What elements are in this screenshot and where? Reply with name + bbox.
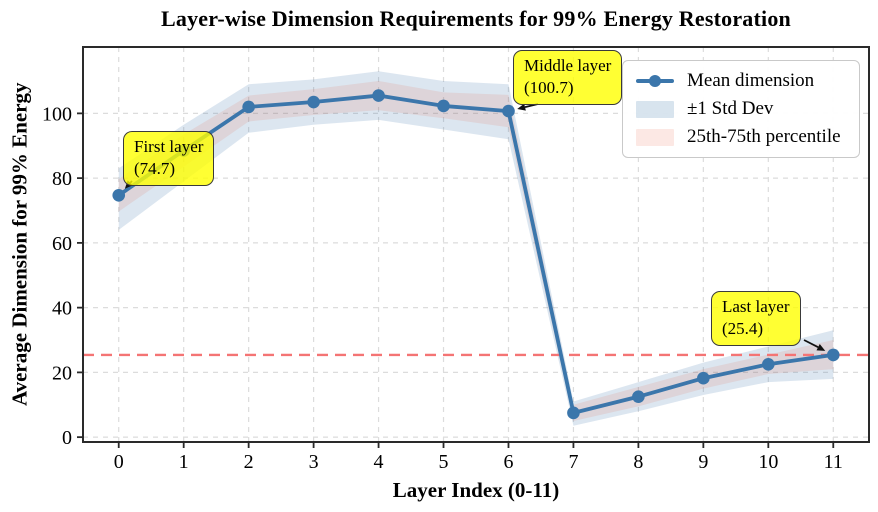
chart-title: Layer-wise Dimension Requirements for 99…: [161, 6, 791, 31]
annotation-value: (74.7): [134, 159, 176, 179]
legend-label: Mean dimension: [687, 70, 815, 91]
svg-text:10: 10: [758, 451, 778, 473]
tick-marks: [77, 112, 835, 448]
data-point: [762, 357, 775, 371]
svg-text:0: 0: [62, 427, 72, 449]
axes-frame: [82, 46, 870, 443]
y-axis-label: Average Dimension for 99% Energy: [7, 82, 32, 407]
legend-item-mean: Mean dimension: [623, 67, 859, 95]
svg-text:4: 4: [374, 451, 384, 473]
svg-text:3: 3: [309, 451, 319, 473]
svg-text:20: 20: [52, 362, 72, 384]
annotation-text: Last layer: [722, 297, 790, 316]
svg-text:80: 80: [52, 168, 72, 190]
legend-std-swatch: [636, 100, 674, 118]
data-point: [697, 371, 710, 385]
data-point: [632, 390, 645, 403]
grid-lines: [83, 47, 869, 442]
svg-text:7: 7: [568, 451, 578, 473]
svg-text:8: 8: [633, 451, 643, 473]
svg-text:11: 11: [824, 451, 843, 473]
x-axis-label: Layer Index (0-11): [392, 478, 560, 502]
svg-text:5: 5: [439, 451, 449, 473]
tick-labels: 0 1 2 3 4 5 6 7 8 9 10 11 0 20 40 60 80 100: [42, 103, 843, 473]
data-point: [567, 406, 580, 420]
legend-item-percentile: 25th-75th percentile: [623, 123, 859, 151]
annotation-value: (100.7): [524, 78, 574, 98]
legend-line-marker-swatch: [636, 72, 674, 90]
data-point: [826, 348, 840, 362]
svg-text:0: 0: [114, 451, 124, 473]
annotation-middle-layer: Middle layer (100.7): [513, 50, 623, 106]
data-point: [502, 104, 515, 118]
mean-line: [117, 93, 834, 415]
legend-percentile-swatch: [636, 128, 674, 146]
legend-item-std: ±1 Std Dev: [623, 95, 859, 123]
svg-text:60: 60: [52, 233, 72, 255]
annotation-first-layer: First layer (74.7): [123, 131, 215, 187]
data-point: [242, 100, 255, 114]
svg-text:2: 2: [244, 451, 254, 473]
legend: Mean dimension ±1 Std Dev 25th-75th perc…: [622, 60, 860, 158]
annotation-text: Middle layer: [524, 56, 612, 75]
legend-label: 25th-75th percentile: [687, 126, 841, 147]
svg-text:1: 1: [179, 451, 189, 473]
svg-text:100: 100: [42, 103, 72, 125]
annotation-text: First layer: [134, 137, 204, 156]
svg-text:6: 6: [503, 451, 513, 473]
data-point: [372, 89, 385, 102]
svg-text:40: 40: [52, 298, 72, 320]
data-point: [307, 95, 320, 109]
annotation-last-layer: Last layer (25.4): [711, 291, 801, 347]
annotation-value: (25.4): [722, 319, 764, 339]
legend-label: ±1 Std Dev: [687, 98, 774, 119]
svg-text:9: 9: [698, 451, 708, 473]
data-point: [112, 188, 126, 202]
data-point: [437, 99, 450, 113]
